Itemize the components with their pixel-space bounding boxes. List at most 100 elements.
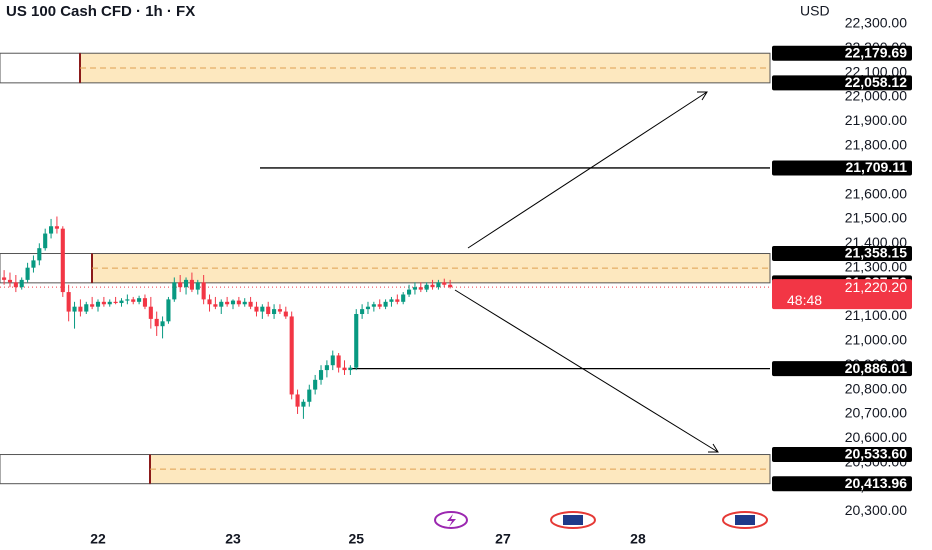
candle-body bbox=[412, 287, 417, 290]
x-tick-label: 22 bbox=[90, 531, 106, 547]
candle-body bbox=[336, 355, 341, 368]
candle-body bbox=[277, 309, 283, 312]
candle-body bbox=[107, 301, 112, 305]
y-tick-label: 21,500.00 bbox=[845, 210, 907, 226]
y-tick-label: 20,600.00 bbox=[845, 429, 907, 445]
candle-body bbox=[95, 301, 101, 307]
candle-body bbox=[54, 226, 59, 229]
price-tag-box bbox=[772, 476, 912, 492]
candle-body bbox=[383, 301, 388, 307]
price-tag-box bbox=[772, 447, 912, 463]
y-tick-label: 22,100.00 bbox=[845, 63, 907, 79]
candle-body bbox=[131, 299, 136, 302]
price-tag-label: 22,058.12 bbox=[845, 74, 907, 90]
event-icons bbox=[434, 511, 768, 529]
candle-body bbox=[37, 248, 42, 261]
current-price-tag bbox=[772, 279, 912, 310]
candle-body bbox=[418, 287, 423, 290]
candle-body bbox=[448, 284, 453, 288]
candle-body bbox=[330, 355, 335, 366]
y-tick-label: 22,300.00 bbox=[845, 15, 907, 31]
candle-body bbox=[295, 394, 300, 407]
candle-body bbox=[119, 300, 124, 304]
candle-body bbox=[236, 300, 241, 305]
candle-body bbox=[195, 282, 200, 290]
y-tick-label: 21,000.00 bbox=[845, 332, 907, 348]
candle-body bbox=[66, 292, 71, 312]
y-tick-label: 22,000.00 bbox=[845, 88, 907, 104]
countdown-label: 48:48 bbox=[787, 292, 822, 308]
candle-body bbox=[371, 304, 376, 307]
price-tag-box bbox=[772, 160, 912, 176]
candle-body bbox=[230, 300, 236, 305]
candle-body bbox=[189, 279, 194, 290]
candle-body bbox=[183, 279, 189, 288]
top-layer: 22,179.6922,058.1221,358.1521,237.7920,5… bbox=[772, 44, 912, 492]
candle-body bbox=[254, 306, 259, 312]
price-tag-box bbox=[772, 75, 912, 91]
candle-body bbox=[213, 304, 218, 307]
candle-body bbox=[172, 282, 177, 300]
candle-body bbox=[266, 306, 271, 315]
candle-body bbox=[301, 401, 306, 407]
candle-body bbox=[289, 316, 294, 395]
y-tick-label: 21,600.00 bbox=[845, 185, 907, 201]
candle-body bbox=[60, 228, 65, 293]
candle-body bbox=[436, 282, 441, 288]
candle-body bbox=[13, 282, 18, 288]
candle-body bbox=[401, 294, 406, 302]
candle-body bbox=[365, 306, 371, 310]
y-tick-label: 21,100.00 bbox=[845, 307, 907, 323]
candle-body bbox=[272, 309, 277, 315]
price-tag-label: 21,358.15 bbox=[845, 245, 907, 261]
price-tag-box bbox=[772, 45, 912, 61]
candle-body bbox=[2, 277, 7, 280]
y-tick-label: 20,700.00 bbox=[845, 405, 907, 421]
price-tag-label: 20,533.60 bbox=[845, 446, 907, 462]
candle-body bbox=[283, 311, 288, 317]
candle-body bbox=[43, 233, 48, 249]
x-tick-label: 27 bbox=[495, 531, 511, 547]
candle-body bbox=[113, 301, 118, 304]
arrow-down bbox=[454, 289, 719, 453]
candle-body bbox=[207, 299, 212, 305]
price-tag-label: 20,886.01 bbox=[845, 360, 907, 376]
candle-body bbox=[31, 260, 36, 268]
price-tag-box bbox=[772, 361, 912, 377]
y-tick-label: 20,300.00 bbox=[845, 502, 907, 518]
candle-body bbox=[424, 284, 429, 290]
candle-body bbox=[342, 367, 347, 371]
base-layer: 22,300.0022,200.0022,100.0022,000.0021,9… bbox=[0, 15, 907, 547]
candle-body bbox=[313, 379, 318, 390]
candle-body bbox=[307, 389, 312, 402]
candle-body bbox=[354, 314, 359, 368]
candle-body bbox=[430, 284, 435, 288]
y-tick-label: 21,300.00 bbox=[845, 258, 907, 274]
arrow-up-head bbox=[697, 91, 708, 101]
candle-body bbox=[201, 282, 206, 300]
candle-body bbox=[248, 301, 253, 307]
candle-body bbox=[225, 301, 230, 305]
current-price-label: 21,220.20 bbox=[845, 279, 907, 295]
candle-body bbox=[137, 298, 142, 302]
y-tick-label: 21,900.00 bbox=[845, 112, 907, 128]
candle-body bbox=[219, 301, 224, 307]
candle-body bbox=[160, 321, 165, 327]
candle-body bbox=[25, 267, 30, 280]
arrow-up bbox=[467, 91, 708, 249]
y-tick-label: 21,800.00 bbox=[845, 136, 907, 152]
candle-body bbox=[142, 298, 148, 307]
candle-body bbox=[377, 304, 382, 307]
price-tag-label: 22,179.69 bbox=[845, 44, 907, 60]
event-icon bbox=[447, 514, 456, 527]
candle-body bbox=[260, 306, 265, 312]
us-flag-icon bbox=[735, 515, 755, 525]
candle-body bbox=[395, 299, 400, 302]
candle-body bbox=[7, 279, 13, 283]
zone-left-box bbox=[0, 454, 151, 485]
us-flag-icon bbox=[563, 515, 583, 525]
candle-body bbox=[154, 318, 159, 327]
candle-body bbox=[84, 304, 89, 312]
price-tag-label: 20,413.96 bbox=[845, 475, 907, 491]
